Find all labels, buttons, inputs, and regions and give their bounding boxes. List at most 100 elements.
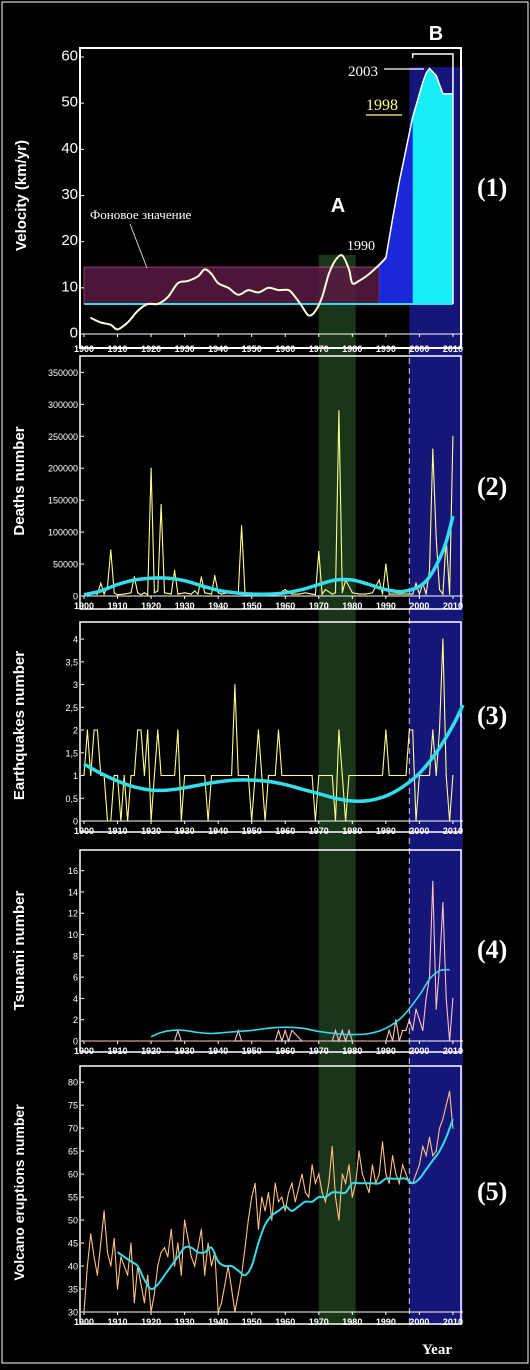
data-point bbox=[194, 1265, 195, 1266]
data-point bbox=[335, 592, 336, 593]
y-tick-label: 1 bbox=[73, 771, 78, 781]
x-tick-label: 1910 bbox=[108, 1317, 128, 1327]
data-point bbox=[278, 1030, 279, 1031]
data-point bbox=[154, 592, 155, 593]
x-tick-label: 2000 bbox=[409, 601, 429, 611]
data-point bbox=[342, 1030, 343, 1031]
data-point bbox=[120, 820, 121, 821]
data-point bbox=[184, 592, 185, 593]
data-point bbox=[281, 1197, 282, 1198]
data-point bbox=[114, 592, 115, 593]
data-point bbox=[369, 1040, 370, 1041]
data-point bbox=[382, 775, 383, 776]
data-point bbox=[90, 317, 91, 318]
data-point bbox=[191, 1256, 192, 1257]
data-point bbox=[308, 1197, 309, 1198]
data-point bbox=[83, 775, 84, 776]
data-point bbox=[291, 775, 292, 776]
y-tick-label: 350000 bbox=[48, 368, 78, 378]
data-point bbox=[281, 775, 282, 776]
data-point bbox=[197, 276, 198, 277]
data-point bbox=[134, 775, 135, 776]
data-point bbox=[436, 1151, 437, 1152]
x-tick-label: 1950 bbox=[242, 826, 262, 836]
data-point bbox=[345, 1183, 346, 1184]
y-tick-label: 250000 bbox=[48, 432, 78, 442]
data-point bbox=[318, 775, 319, 776]
background-label-pointer bbox=[130, 224, 147, 268]
y-tick-label: 3,5 bbox=[65, 657, 78, 667]
data-point bbox=[439, 729, 440, 730]
data-point bbox=[238, 294, 239, 295]
y-tick-label: 50000 bbox=[53, 560, 78, 570]
data-point bbox=[322, 297, 323, 298]
data-point bbox=[315, 310, 316, 311]
data-point bbox=[110, 549, 111, 550]
data-point bbox=[127, 1275, 128, 1276]
data-point bbox=[372, 1164, 373, 1165]
data-point bbox=[332, 1146, 333, 1147]
data-point bbox=[231, 1288, 232, 1289]
data-point bbox=[422, 1030, 423, 1031]
data-point bbox=[137, 310, 138, 311]
x-tick-label: 1940 bbox=[208, 601, 228, 611]
data-point bbox=[110, 820, 111, 821]
y-tick-label: 65 bbox=[68, 1147, 78, 1157]
data-point bbox=[298, 775, 299, 776]
data-point bbox=[419, 1164, 420, 1165]
y-tick-label: 8 bbox=[73, 951, 78, 961]
data-point bbox=[305, 1192, 306, 1193]
data-point bbox=[151, 1311, 152, 1312]
data-point bbox=[241, 525, 242, 526]
x-tick-label: 1990 bbox=[376, 1317, 396, 1327]
data-point bbox=[328, 273, 329, 274]
data-point bbox=[432, 449, 433, 450]
data-point bbox=[144, 775, 145, 776]
data-point bbox=[167, 297, 168, 298]
data-point bbox=[228, 775, 229, 776]
data-point bbox=[358, 280, 359, 281]
data-point bbox=[402, 1030, 403, 1031]
data-point bbox=[382, 594, 383, 595]
data-point bbox=[275, 1040, 276, 1041]
data-point bbox=[281, 1040, 282, 1041]
x-tick-label: 1950 bbox=[242, 601, 262, 611]
data-point bbox=[117, 1288, 118, 1289]
y-tick-label: 50 bbox=[68, 1216, 78, 1226]
data-point bbox=[97, 729, 98, 730]
data-point bbox=[335, 1197, 336, 1198]
data-point bbox=[244, 775, 245, 776]
data-point bbox=[409, 729, 410, 730]
panel-frame bbox=[80, 1066, 461, 1324]
x-tick-label: 1990 bbox=[376, 1046, 396, 1056]
annotation-2003: 2003 bbox=[348, 64, 378, 80]
data-point bbox=[134, 1040, 135, 1041]
data-point bbox=[265, 820, 266, 821]
data-point bbox=[439, 1128, 440, 1129]
data-point bbox=[157, 303, 158, 304]
data-point bbox=[171, 1229, 172, 1230]
data-point bbox=[291, 1030, 292, 1031]
y-tick-label: 14 bbox=[68, 887, 78, 897]
data-point bbox=[261, 775, 262, 776]
data-point bbox=[117, 594, 118, 595]
data-point bbox=[184, 1220, 185, 1221]
data-point bbox=[251, 1197, 252, 1198]
y-tick-label: 0,5 bbox=[65, 794, 78, 804]
y-tick-label: 200000 bbox=[48, 464, 78, 474]
trend-line bbox=[84, 516, 453, 595]
y-axis-label: Tsunami number bbox=[11, 890, 28, 1010]
x-tick-label: 1980 bbox=[342, 601, 362, 611]
data-point bbox=[369, 775, 370, 776]
data-point bbox=[258, 292, 259, 293]
data-point bbox=[348, 1164, 349, 1165]
data-point bbox=[355, 775, 356, 776]
data-point bbox=[127, 820, 128, 821]
data-point bbox=[151, 468, 152, 469]
x-tick-label: 1960 bbox=[275, 1046, 295, 1056]
data-point bbox=[285, 1030, 286, 1031]
data-point bbox=[301, 775, 302, 776]
data-point bbox=[157, 729, 158, 730]
data-point bbox=[442, 1118, 443, 1119]
